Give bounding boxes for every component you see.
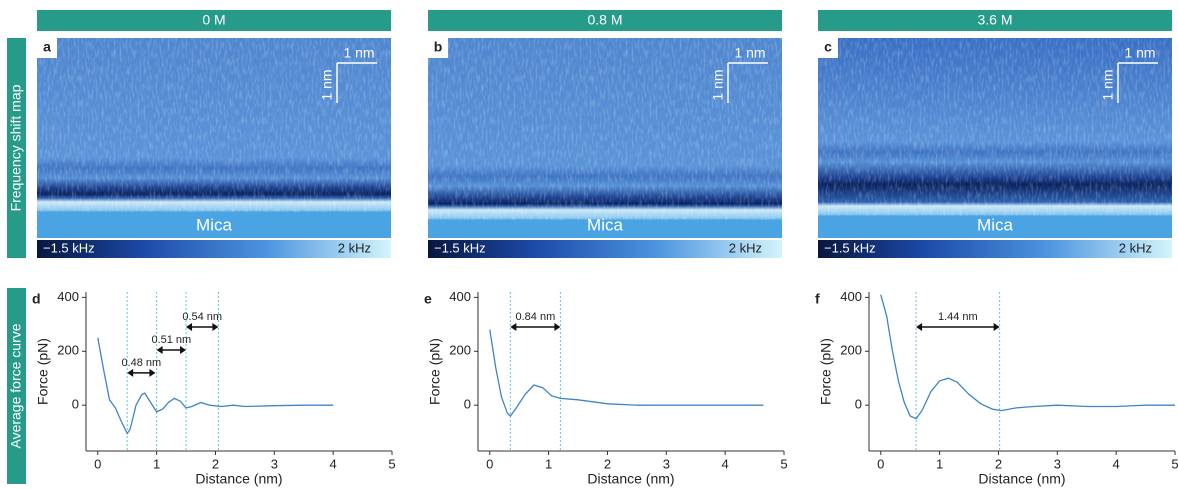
x-tick-label: 5 — [780, 456, 787, 471]
x-axis-label: Distance (nm) — [978, 471, 1065, 487]
scale-label: 1 nm — [343, 45, 374, 61]
force-curve — [97, 337, 334, 435]
distance-label: 0.84 nm — [516, 311, 556, 323]
panel-letter-bg — [818, 38, 838, 58]
arrow-head — [510, 323, 561, 332]
panel-letter: b — [434, 39, 443, 55]
y-tick-label: 0 — [72, 397, 79, 412]
row-label: Average force curve — [8, 323, 24, 448]
x-tick-label: 4 — [1113, 456, 1120, 471]
colorbar — [818, 240, 1172, 258]
scale-label: 1 nm — [734, 45, 765, 61]
scale-label: 1 nm — [319, 69, 335, 100]
panel-letter: e — [424, 291, 432, 307]
x-tick-label: 0 — [877, 456, 884, 471]
x-tick-label: 0 — [486, 456, 493, 471]
y-axis-label: Force (pN) — [818, 338, 834, 405]
header: 3.6 M — [977, 12, 1012, 28]
panel-letter-bg — [428, 38, 448, 58]
colorbar-label: −1.5 kHz — [434, 240, 486, 255]
x-axis-label: Distance (nm) — [587, 471, 674, 487]
y-tick-label: 0 — [464, 397, 471, 412]
header-bar — [428, 10, 782, 31]
y-axis-label: Force (pN) — [35, 338, 51, 405]
x-tick-label: 2 — [604, 456, 611, 471]
panel-letter-bg — [37, 38, 57, 58]
colorbar — [428, 240, 782, 258]
x-tick-label: 3 — [663, 456, 670, 471]
distance-label: 0.51 nm — [151, 334, 191, 346]
y-tick-label: 400 — [57, 289, 79, 304]
scale-label: 1 nm — [1124, 45, 1155, 61]
panel-letter: a — [43, 39, 51, 55]
x-tick-label: 5 — [388, 456, 395, 471]
scale-label: 1 nm — [710, 69, 726, 100]
colorbar-label: 2 kHz — [1119, 240, 1152, 255]
scale-label: 1 nm — [1100, 69, 1116, 100]
header: 0 M — [202, 12, 225, 28]
row-label: Frequency shift map — [8, 84, 24, 211]
x-tick-label: 3 — [271, 456, 278, 471]
distance-label: 0.48 nm — [121, 357, 161, 369]
x-tick-label: 1 — [936, 456, 943, 471]
y-tick-label: 200 — [840, 343, 862, 358]
x-tick-label: 4 — [330, 456, 337, 471]
y-tick-label: 0 — [855, 397, 862, 412]
distance-label: 0.54 nm — [182, 311, 222, 323]
force-curve — [880, 294, 1175, 420]
force-curve — [489, 329, 764, 417]
header-bar — [818, 10, 1172, 31]
header: 0.8 M — [587, 12, 622, 28]
x-tick-label: 2 — [995, 456, 1002, 471]
x-tick-label: 0 — [94, 456, 101, 471]
substrate-label: Mica — [977, 215, 1013, 234]
row-label-bg — [7, 38, 26, 258]
map-noise — [428, 38, 782, 220]
x-axis-label: Distance (nm) — [195, 471, 282, 487]
y-tick-label: 200 — [449, 343, 471, 358]
header-bar — [37, 10, 391, 31]
distance-label: 1.44 nm — [938, 311, 978, 323]
x-tick-label: 3 — [1054, 456, 1061, 471]
arrow-head — [127, 368, 156, 377]
y-axis-label: Force (pN) — [427, 338, 443, 405]
colorbar-label: −1.5 kHz — [43, 240, 95, 255]
substrate-label: Mica — [196, 215, 232, 234]
x-tick-label: 4 — [722, 456, 729, 471]
y-tick-label: 400 — [449, 289, 471, 304]
panel-letter: f — [815, 291, 820, 307]
x-tick-label: 5 — [1171, 456, 1178, 471]
panel-letter: d — [32, 291, 41, 307]
colorbar — [37, 240, 391, 258]
arrow-head — [156, 345, 187, 354]
colorbar-label: 2 kHz — [338, 240, 371, 255]
y-tick-label: 200 — [57, 343, 79, 358]
colorbar-label: −1.5 kHz — [824, 240, 876, 255]
panel-letter: c — [824, 39, 832, 55]
y-tick-label: 400 — [840, 289, 862, 304]
x-tick-label: 1 — [545, 456, 552, 471]
map-noise — [37, 38, 391, 212]
x-tick-label: 1 — [153, 456, 160, 471]
row-label-bg — [7, 288, 26, 484]
x-tick-label: 2 — [212, 456, 219, 471]
substrate-label: Mica — [587, 215, 623, 234]
map-noise — [818, 38, 1172, 216]
colorbar-label: 2 kHz — [729, 240, 762, 255]
